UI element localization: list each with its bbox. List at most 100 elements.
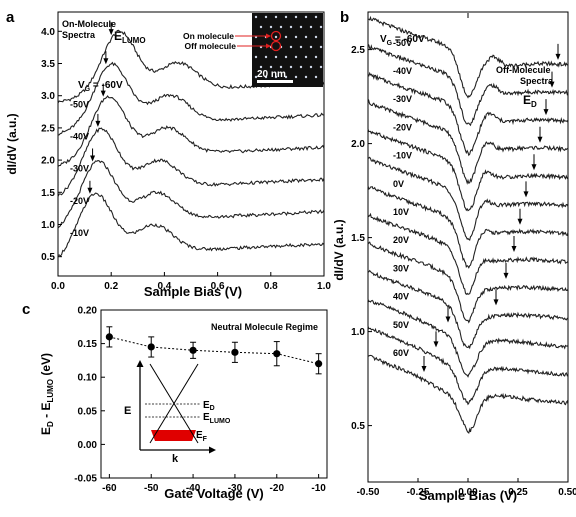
panel-b-curve-label: -10V: [393, 151, 412, 161]
panel-a-elumo-arrow-4-head: [90, 155, 96, 162]
panel-a-ytick: 3.5: [41, 59, 55, 70]
panel-c-frame: [100, 309, 328, 479]
panel-a-xtick: 1.0: [317, 281, 331, 292]
panel-c-regime-label: Neutral Molecule Regime: [211, 322, 318, 332]
molecule-dot: [304, 75, 308, 79]
panel-b-ed-arrow-5-head: [523, 191, 529, 198]
panel-b-ed-label: ED: [523, 93, 537, 109]
inset-filled-states: [151, 430, 196, 441]
molecule-dot: [299, 45, 303, 49]
panel-a-ytick: 1.0: [41, 220, 55, 231]
panel-c-xtick: -60: [102, 483, 117, 494]
molecule-dot: [319, 65, 323, 69]
panel-b-curve-vg20: [367, 241, 569, 324]
panel-a-curve-label-50: -50V: [70, 99, 89, 109]
panel-a-elumo-arrow-1-head: [103, 58, 109, 65]
panel-b-curve-vg-60: [368, 15, 569, 99]
panel-a-xtick: 0.8: [264, 281, 278, 292]
molecule-dot: [279, 25, 283, 29]
molecule-dot: [284, 35, 288, 39]
panel-b-curve-vg40: [367, 299, 569, 378]
panel-a-title-2: Spectra: [62, 30, 96, 40]
molecule-dot: [259, 25, 263, 29]
panel-b-curve-label: 50V: [393, 320, 409, 330]
panel-a-curve-label-40: -40V: [70, 131, 89, 141]
molecule-dot: [264, 55, 268, 59]
inset-ed-label: ED: [203, 400, 215, 412]
panel-c-point: [231, 348, 239, 356]
panel-a-ytick: 3.0: [41, 91, 55, 102]
panel-b-xtick: 0.50: [558, 487, 576, 498]
off-molecule-label: Off molecule: [185, 41, 237, 51]
panel-c-xtick: -40: [186, 483, 201, 494]
panel-a-x-ticks: 0.0 0.2 0.4 0.6 0.8 1.0: [51, 281, 331, 292]
molecule-dot: [254, 55, 258, 59]
molecule-dot: [284, 55, 288, 59]
panel-b-xtick: 0.25: [508, 487, 528, 498]
panel-b-ed-arrow-1-head: [549, 81, 555, 88]
panel-b-ed-arrow-4-head: [531, 164, 537, 171]
inset-k-label: k: [172, 453, 179, 465]
panel-a-elumo-label: ELUMO: [114, 29, 146, 45]
panel-c-point: [147, 343, 155, 351]
molecule-dot: [294, 75, 298, 79]
panel-b-x-ticks: -0.50 -0.25 0.00 0.25 0.50: [357, 487, 576, 498]
molecule-dot: [294, 35, 298, 39]
panel-a-frame: [57, 11, 325, 277]
panel-c-point: [315, 360, 323, 368]
molecule-dot: [319, 25, 323, 29]
panel-b-ed-arrow-12-head: [421, 366, 427, 373]
panel-b-ed-arrow-8-head: [503, 272, 509, 279]
on-molecule-label: On molecule: [183, 31, 234, 41]
panel-b-curve-label: 30V: [393, 263, 409, 273]
panel-b-ytick: 0.5: [351, 421, 365, 432]
panel-a-y-ticks: 0.5 1.0 1.5 2.0 2.5 3.0 3.5 4.0: [41, 27, 55, 263]
panel-b-curve-label: -20V: [393, 122, 412, 132]
molecule-dot: [314, 55, 318, 59]
panel-c-data: [101, 309, 323, 479]
panel-c-xtick: -50: [144, 483, 159, 494]
panel-a-elumo-arrow-0-head: [108, 29, 114, 36]
panel-a-ytick: 1.5: [41, 188, 55, 199]
panel-b-curve-vg30: [367, 269, 569, 350]
panel-a-x-axis-label: Sample Bias (V): [144, 284, 242, 299]
panel-c-letter: c: [22, 301, 30, 318]
panel-a-title-1: On-Molecule: [62, 19, 116, 29]
molecule-dot: [319, 45, 323, 49]
panel-b-ed-arrow-11-head: [433, 341, 439, 348]
panel-b-curve-vg-50: [367, 43, 569, 127]
molecule-dot: [299, 25, 303, 29]
panel-c-y-axis-label: ED - ELUMO (eV): [39, 353, 55, 435]
panel-a-curve-vg-50: [57, 61, 325, 136]
molecule-dot: [294, 15, 298, 19]
panel-b-curve-vg50: [367, 325, 569, 406]
panel-c-ytick: 0.15: [78, 339, 98, 350]
panel-b-ytick: 2.0: [351, 139, 365, 150]
panel-b-ed-arrow-9-head: [493, 299, 499, 306]
panel-b-ytick: 1.0: [351, 327, 365, 338]
panel-a-inset: On molecule Off molecule 20 nm: [183, 13, 323, 87]
panel-c-inset: E k ED ELUMO EF: [124, 360, 231, 465]
panel-a-curve-vg-10: [57, 192, 325, 257]
panel-b-ed-arrow-0-head: [555, 53, 561, 60]
panel-b-curve-labels: -50V -40V -30V -20V -10V 0V 10V 20V 30V …: [393, 38, 412, 358]
molecule-dot: [289, 45, 293, 49]
molecule-dot: [304, 35, 308, 39]
panel-a-letter: a: [6, 9, 15, 26]
panel-a-xtick: 0.4: [157, 281, 171, 292]
molecule-dot: [279, 65, 283, 69]
molecule-dot: [274, 55, 278, 59]
off-arrow-head: [266, 43, 271, 49]
panel-a-curve-vg-40: [57, 95, 325, 167]
panel-a-elumo-arrow-2-head: [100, 90, 106, 97]
panel-b-curve-label: 40V: [393, 292, 409, 302]
panel-c-ytick: 0.10: [78, 373, 98, 384]
molecule-dot: [289, 25, 293, 29]
panel-c-point: [273, 350, 281, 358]
inset-ef-label: EF: [196, 430, 208, 443]
panel-a: a On-Molecule Spectra ELUMO VG = -60V -5…: [5, 9, 331, 299]
panel-c-ytick: 0.05: [78, 406, 98, 417]
molecule-dot: [274, 35, 278, 39]
panel-c-ytick: 0.00: [78, 440, 98, 451]
panel-b-y-axis-label: dI/dV (a.u.): [332, 219, 346, 280]
